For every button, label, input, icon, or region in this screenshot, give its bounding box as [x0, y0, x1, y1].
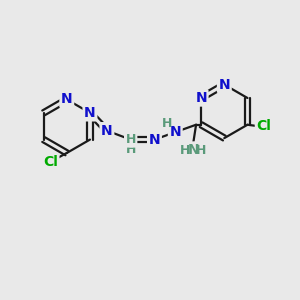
Text: N: N — [169, 125, 181, 139]
Text: N: N — [148, 133, 160, 147]
Text: N: N — [61, 92, 73, 106]
Text: N: N — [101, 124, 113, 138]
Text: H: H — [180, 144, 190, 157]
Text: H: H — [162, 117, 172, 130]
Text: N: N — [187, 143, 199, 157]
Text: N: N — [218, 78, 230, 92]
Text: Cl: Cl — [256, 119, 271, 133]
Text: H: H — [125, 142, 136, 156]
Text: N: N — [195, 91, 207, 105]
Text: H: H — [196, 144, 207, 157]
Text: N: N — [84, 106, 96, 120]
Text: H: H — [125, 133, 136, 146]
Text: Cl: Cl — [43, 155, 58, 169]
